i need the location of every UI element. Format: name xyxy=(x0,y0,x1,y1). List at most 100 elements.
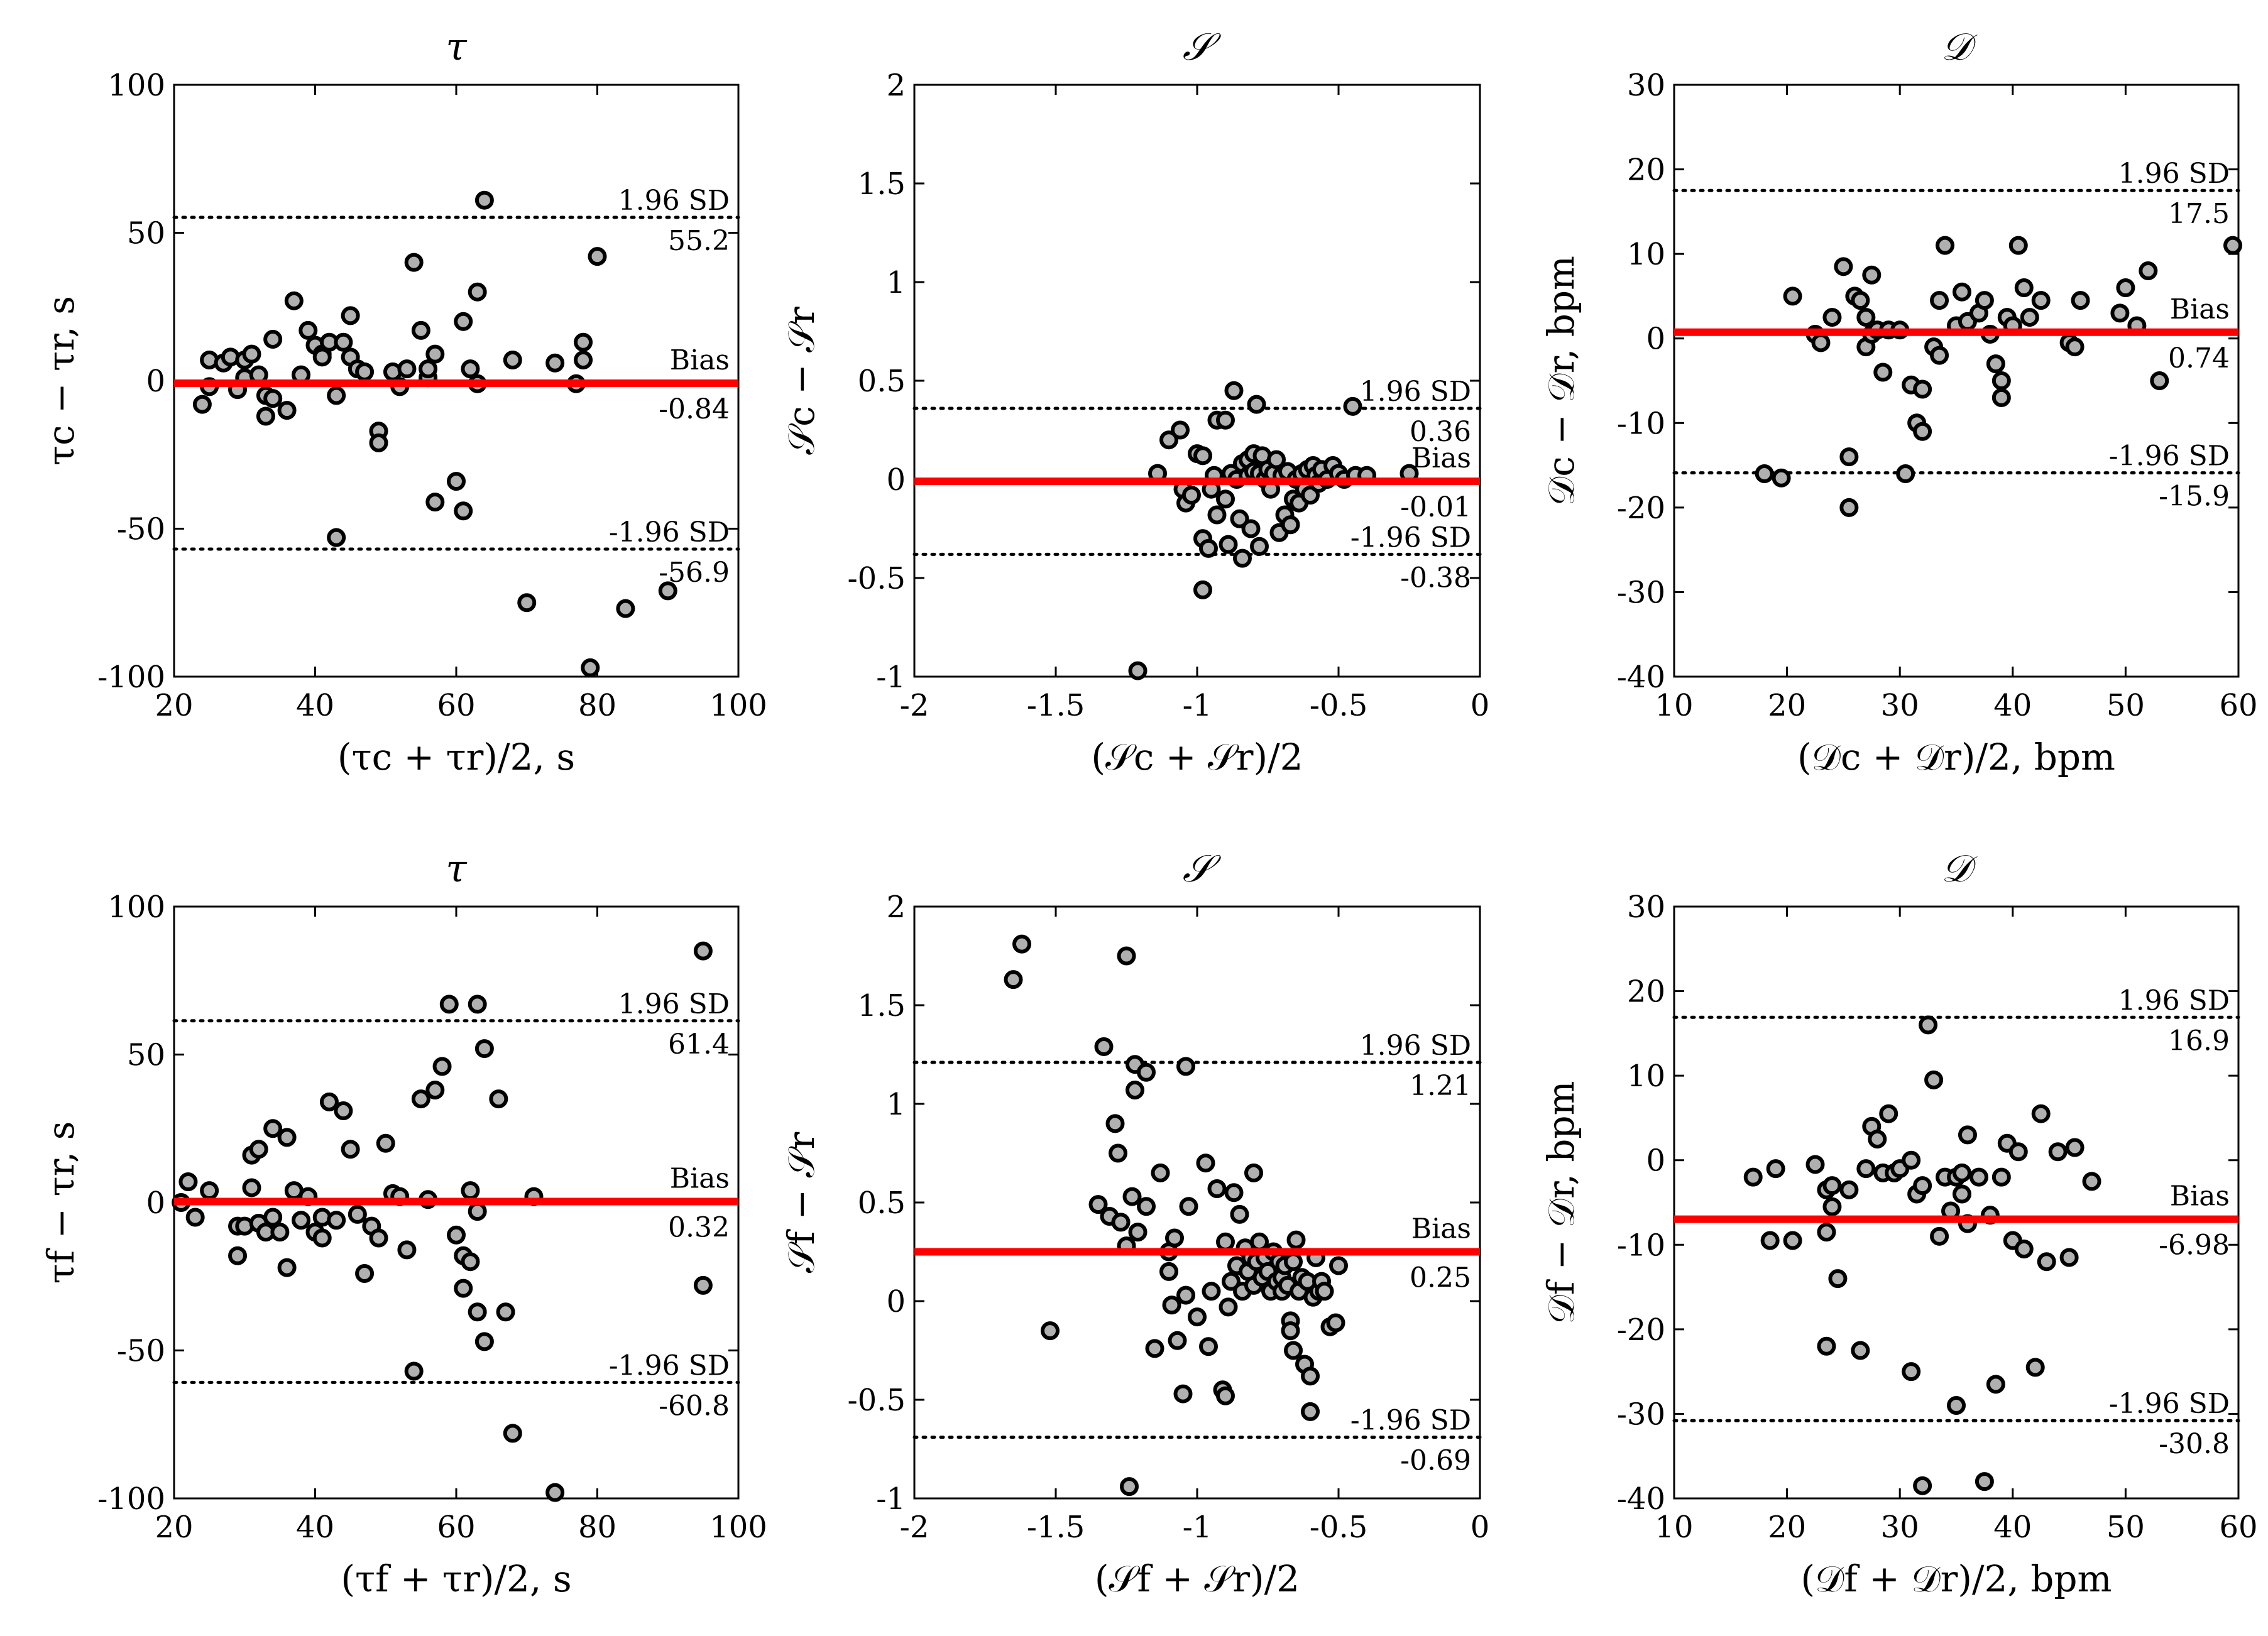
data-point xyxy=(348,1204,367,1224)
data-point xyxy=(1159,1262,1178,1281)
y-tick-label: -1 xyxy=(876,1481,906,1517)
upper-limit-label: 1.96 SD xyxy=(1360,376,1471,408)
data-point xyxy=(468,995,487,1014)
x-tick-label: -1.5 xyxy=(1027,1510,1085,1545)
data-point xyxy=(1902,1362,1921,1382)
plot-frame xyxy=(1673,84,2240,678)
upper-limit-value: 17.5 xyxy=(2168,198,2230,230)
lower-limit-label: -1.96 SD xyxy=(1350,1405,1471,1437)
data-point xyxy=(1851,1341,1870,1360)
data-point xyxy=(2110,303,2130,323)
data-point xyxy=(1219,535,1238,554)
data-point xyxy=(447,472,466,491)
data-point xyxy=(200,1181,219,1201)
panel-title: 𝒮 xyxy=(1183,25,1222,69)
data-point xyxy=(1936,236,1955,255)
lower-limit-label: -1.96 SD xyxy=(2109,440,2230,472)
data-point xyxy=(432,1057,452,1076)
data-point xyxy=(263,330,283,349)
upper-limit-label: 1.96 SD xyxy=(1360,1030,1471,1062)
data-point xyxy=(1176,1285,1195,1305)
data-point xyxy=(192,395,212,414)
y-tick-label: -10 xyxy=(1617,1228,1665,1263)
upper-limit-value: 0.36 xyxy=(1410,416,1471,448)
bland-altman-panel-3: 10 20 30 40 50 60 -40 -30 -20 -10 0 10 20 30 1.96 SD 17… xyxy=(1540,25,2258,778)
data-point xyxy=(242,1178,261,1197)
data-point xyxy=(1326,1313,1345,1333)
bland-altman-panel-1: 20 40 60 80 100 -100 -50 0 50 100 1.96 SD 55.2 Bias -… xyxy=(40,25,767,778)
x-tick-label: 60 xyxy=(2219,1510,2257,1545)
data-point xyxy=(1128,1223,1148,1242)
data-point xyxy=(1159,430,1178,450)
data-point xyxy=(1224,1183,1244,1202)
lower-limit-value: -0.38 xyxy=(1400,562,1471,594)
data-point xyxy=(2014,278,2034,297)
y-tick-label: -20 xyxy=(1617,491,1665,526)
y-axis-label: 𝒟f − 𝒟r, bpm xyxy=(1540,1081,1582,1324)
y-tick-label: -100 xyxy=(97,1481,165,1517)
x-axis-label: (𝒟f + 𝒟r)/2, bpm xyxy=(1800,1557,2112,1600)
data-point xyxy=(1281,515,1300,535)
data-point xyxy=(228,1246,248,1265)
data-point xyxy=(1919,1015,1938,1035)
data-point xyxy=(1222,1272,1241,1291)
data-point xyxy=(1202,1282,1221,1301)
data-point xyxy=(489,1089,508,1109)
data-point xyxy=(425,344,445,364)
data-point xyxy=(1839,447,1859,467)
upper-limit-value: 61.4 xyxy=(668,1028,730,1061)
data-point xyxy=(1839,1180,1859,1199)
data-point xyxy=(1171,420,1190,440)
y-tick-label: 0 xyxy=(1646,322,1665,357)
data-point xyxy=(369,1228,388,1248)
y-axis-label: 𝒮f − 𝒮r xyxy=(780,1132,823,1273)
data-point xyxy=(1250,537,1269,556)
data-point xyxy=(496,1302,515,1322)
x-tick-label: 80 xyxy=(578,1510,616,1545)
lower-limit-label: -1.96 SD xyxy=(609,516,730,548)
data-point xyxy=(1913,1176,1932,1196)
bias-value: -6.98 xyxy=(2159,1230,2230,1262)
data-point xyxy=(1165,1228,1184,1248)
data-point xyxy=(1182,486,1201,505)
data-point xyxy=(397,1240,417,1260)
data-point xyxy=(1041,1321,1060,1341)
data-point xyxy=(369,433,388,452)
bias-value: 0.74 xyxy=(2168,342,2230,374)
data-point xyxy=(1902,1150,1921,1170)
data-point xyxy=(439,995,459,1014)
data-point xyxy=(263,1208,283,1227)
y-tick-label: 0 xyxy=(146,1186,165,1221)
x-axis-label: (τf + τr)/2, s xyxy=(341,1557,571,1600)
data-point xyxy=(1230,509,1249,528)
data-point xyxy=(1952,1184,1971,1204)
data-point xyxy=(1219,1297,1238,1317)
data-point xyxy=(1772,468,1791,488)
data-point xyxy=(1196,1153,1215,1173)
data-point xyxy=(2037,1252,2056,1272)
data-point xyxy=(658,581,677,601)
data-point xyxy=(404,1361,424,1381)
data-point xyxy=(270,1223,290,1242)
data-point xyxy=(1913,1476,1932,1495)
data-point xyxy=(1193,446,1212,466)
data-point xyxy=(2031,1104,2051,1123)
upper-limit-value: 55.2 xyxy=(668,225,730,257)
data-point xyxy=(2082,1172,2101,1191)
y-tick-label: 1 xyxy=(886,265,906,300)
data-point xyxy=(2008,1142,2028,1162)
upper-limit-label: 1.96 SD xyxy=(618,185,730,217)
panel-title: 𝒟 xyxy=(1941,25,1978,69)
lower-limit-label: -1.96 SD xyxy=(609,1350,730,1382)
y-axis-label: τc − τr, s xyxy=(40,296,82,466)
panel-title: τ xyxy=(446,847,467,891)
x-tick-label: 20 xyxy=(155,688,193,723)
data-point xyxy=(474,1332,494,1351)
data-point xyxy=(404,253,424,272)
lower-limit-value: -0.69 xyxy=(1400,1445,1471,1477)
data-point xyxy=(1924,1070,1944,1089)
data-point xyxy=(693,941,713,961)
lower-limit-value: -30.8 xyxy=(2159,1428,2230,1460)
data-point xyxy=(341,306,360,325)
data-point xyxy=(1216,410,1235,430)
